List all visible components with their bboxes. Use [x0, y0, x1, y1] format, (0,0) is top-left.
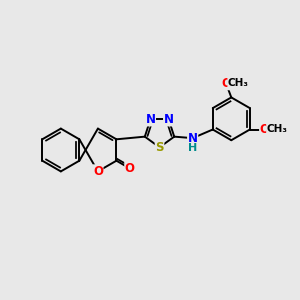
- Text: S: S: [155, 141, 164, 154]
- Text: N: N: [188, 132, 198, 145]
- Text: O: O: [221, 76, 231, 90]
- Text: CH₃: CH₃: [267, 124, 288, 134]
- Text: O: O: [93, 165, 103, 178]
- Text: CH₃: CH₃: [228, 78, 249, 88]
- Text: N: N: [146, 113, 155, 126]
- Text: O: O: [125, 162, 135, 175]
- Text: N: N: [164, 113, 174, 126]
- Text: O: O: [260, 123, 270, 136]
- Text: H: H: [188, 142, 197, 153]
